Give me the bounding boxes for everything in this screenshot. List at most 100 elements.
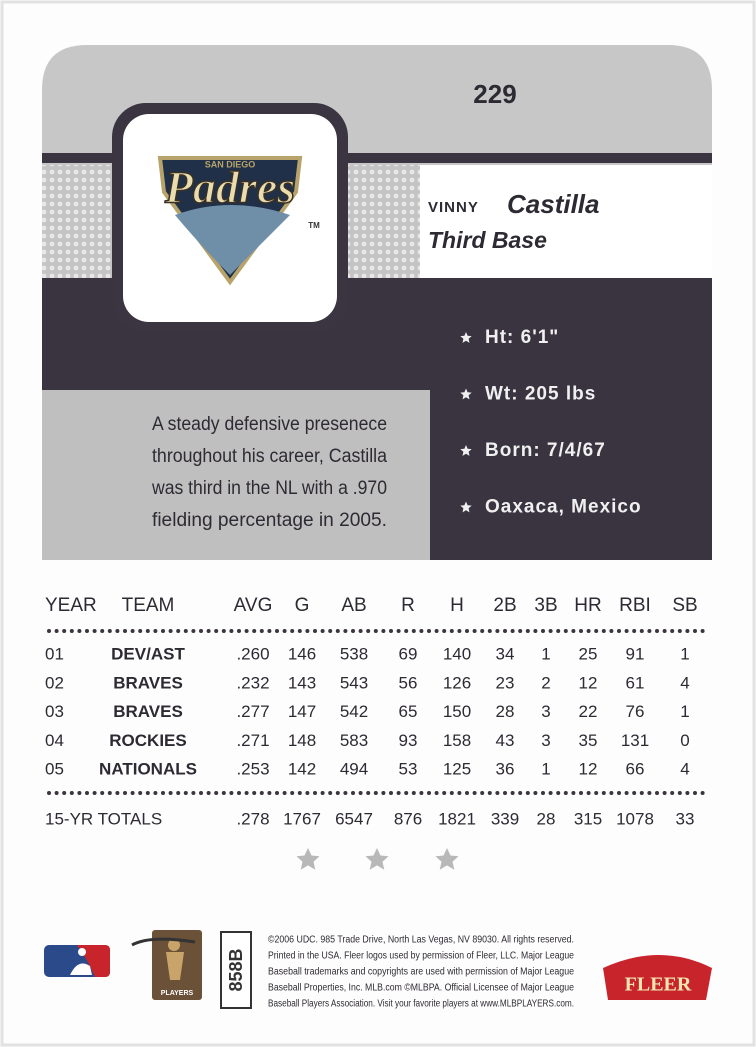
stat-cell: 538 [340,644,368,663]
stat-cell: 28 [496,702,515,721]
column-header: 3B [534,595,557,616]
blurb-line: was third in the NL with a .970 [151,478,387,499]
total-cell: 28 [537,809,556,828]
column-header: SB [672,595,697,616]
stat-cell: 147 [288,702,316,721]
dotted-rule [282,629,287,633]
stat-cell: 143 [288,673,316,692]
dotted-rule [510,791,515,795]
dotted-rule [335,791,340,795]
total-cell: 33 [676,809,695,828]
stat-cell: 1 [541,644,550,663]
dotted-rule [647,629,652,633]
dotted-rule [176,791,181,795]
dotted-rule [107,629,112,633]
dotted-rule [115,629,120,633]
stat-cell: 93 [399,731,418,750]
total-cell: 1821 [438,809,476,828]
dotted-rule [115,791,120,795]
dotted-rule [487,791,492,795]
dotted-rule [632,629,637,633]
dotted-rule [525,629,530,633]
stat-cell: 03 [45,702,64,721]
stat-cell: 66 [626,760,645,779]
dotted-rule [237,629,241,633]
total-cell: 339 [491,809,519,828]
stat-cell: 3 [541,731,550,750]
dotted-rule [290,629,295,633]
dotted-rule [609,791,614,795]
bio-item: Born: 7/4/67 [485,440,606,461]
dotted-rule [259,629,264,633]
total-cell: 15-YR TOTALS [45,809,162,828]
stat-cell: 04 [45,731,64,750]
dotted-rule [191,629,196,633]
blurb-line: throughout his career, Castilla [152,446,387,467]
dotted-rule [389,629,393,633]
stat-cell: 25 [579,644,598,663]
stat-cell: 1 [680,702,689,721]
name-box [420,165,712,278]
brand: FLEER [625,974,692,996]
dotted-rule [693,629,697,633]
dotted-rule [655,629,659,633]
dotted-rule [639,629,644,633]
dotted-rule [457,629,462,633]
dotted-rule [442,629,447,633]
dotted-rule [54,791,59,795]
legal-text: ©2006 UDC. 985 Trade Drive, North Las Ve… [268,935,574,1010]
total-cell: 315 [574,809,602,828]
dotted-rule [100,629,105,633]
stat-cell: 543 [340,673,368,692]
dotted-rule [92,629,97,633]
total-cell: 6547 [335,809,373,828]
stat-cell: 0 [680,731,689,750]
dotted-rule [579,629,583,633]
logo-tm: TM [308,221,320,230]
dotted-rule [153,791,158,795]
dotted-rule [617,791,621,795]
stat-cell: 150 [443,702,471,721]
dotted-rule [252,629,257,633]
total-cell: 1767 [283,809,321,828]
stat-cell: 12 [579,673,598,692]
dotted-rule [161,791,165,795]
dotted-rule [563,791,568,795]
dotted-rule [138,629,143,633]
dotted-rule [487,629,492,633]
dotted-rule [434,791,439,795]
dotted-rule [571,791,576,795]
stat-cell: 494 [340,760,368,779]
dotted-rule [601,791,606,795]
dotted-rule [396,629,401,633]
dotted-rule [427,791,431,795]
dotted-rule [525,791,530,795]
players-logo: PLAYERS [131,930,202,1000]
stat-cell: 542 [340,702,368,721]
dotted-rule [677,791,682,795]
dotted-rule [259,791,264,795]
dotted-rule [62,791,67,795]
dotted-rule [145,629,150,633]
column-header: G [295,595,310,616]
dotted-rule [411,791,416,795]
dotted-rule [343,629,348,633]
last-name: Castilla [507,189,600,219]
logo-team: Padres [164,162,295,213]
dotted-rule [267,791,272,795]
bullet-star [460,445,472,456]
dotted-rule [153,629,158,633]
dotted-rule [404,629,409,633]
dotted-rule [396,791,401,795]
dotted-rule [313,791,317,795]
dotted-rule [69,629,74,633]
dotted-rule [700,791,705,795]
dotted-rule [670,791,675,795]
dotted-rule [358,629,363,633]
dotted-rule [206,629,211,633]
card-code: 858B [226,948,246,991]
dotted-rule [381,791,386,795]
